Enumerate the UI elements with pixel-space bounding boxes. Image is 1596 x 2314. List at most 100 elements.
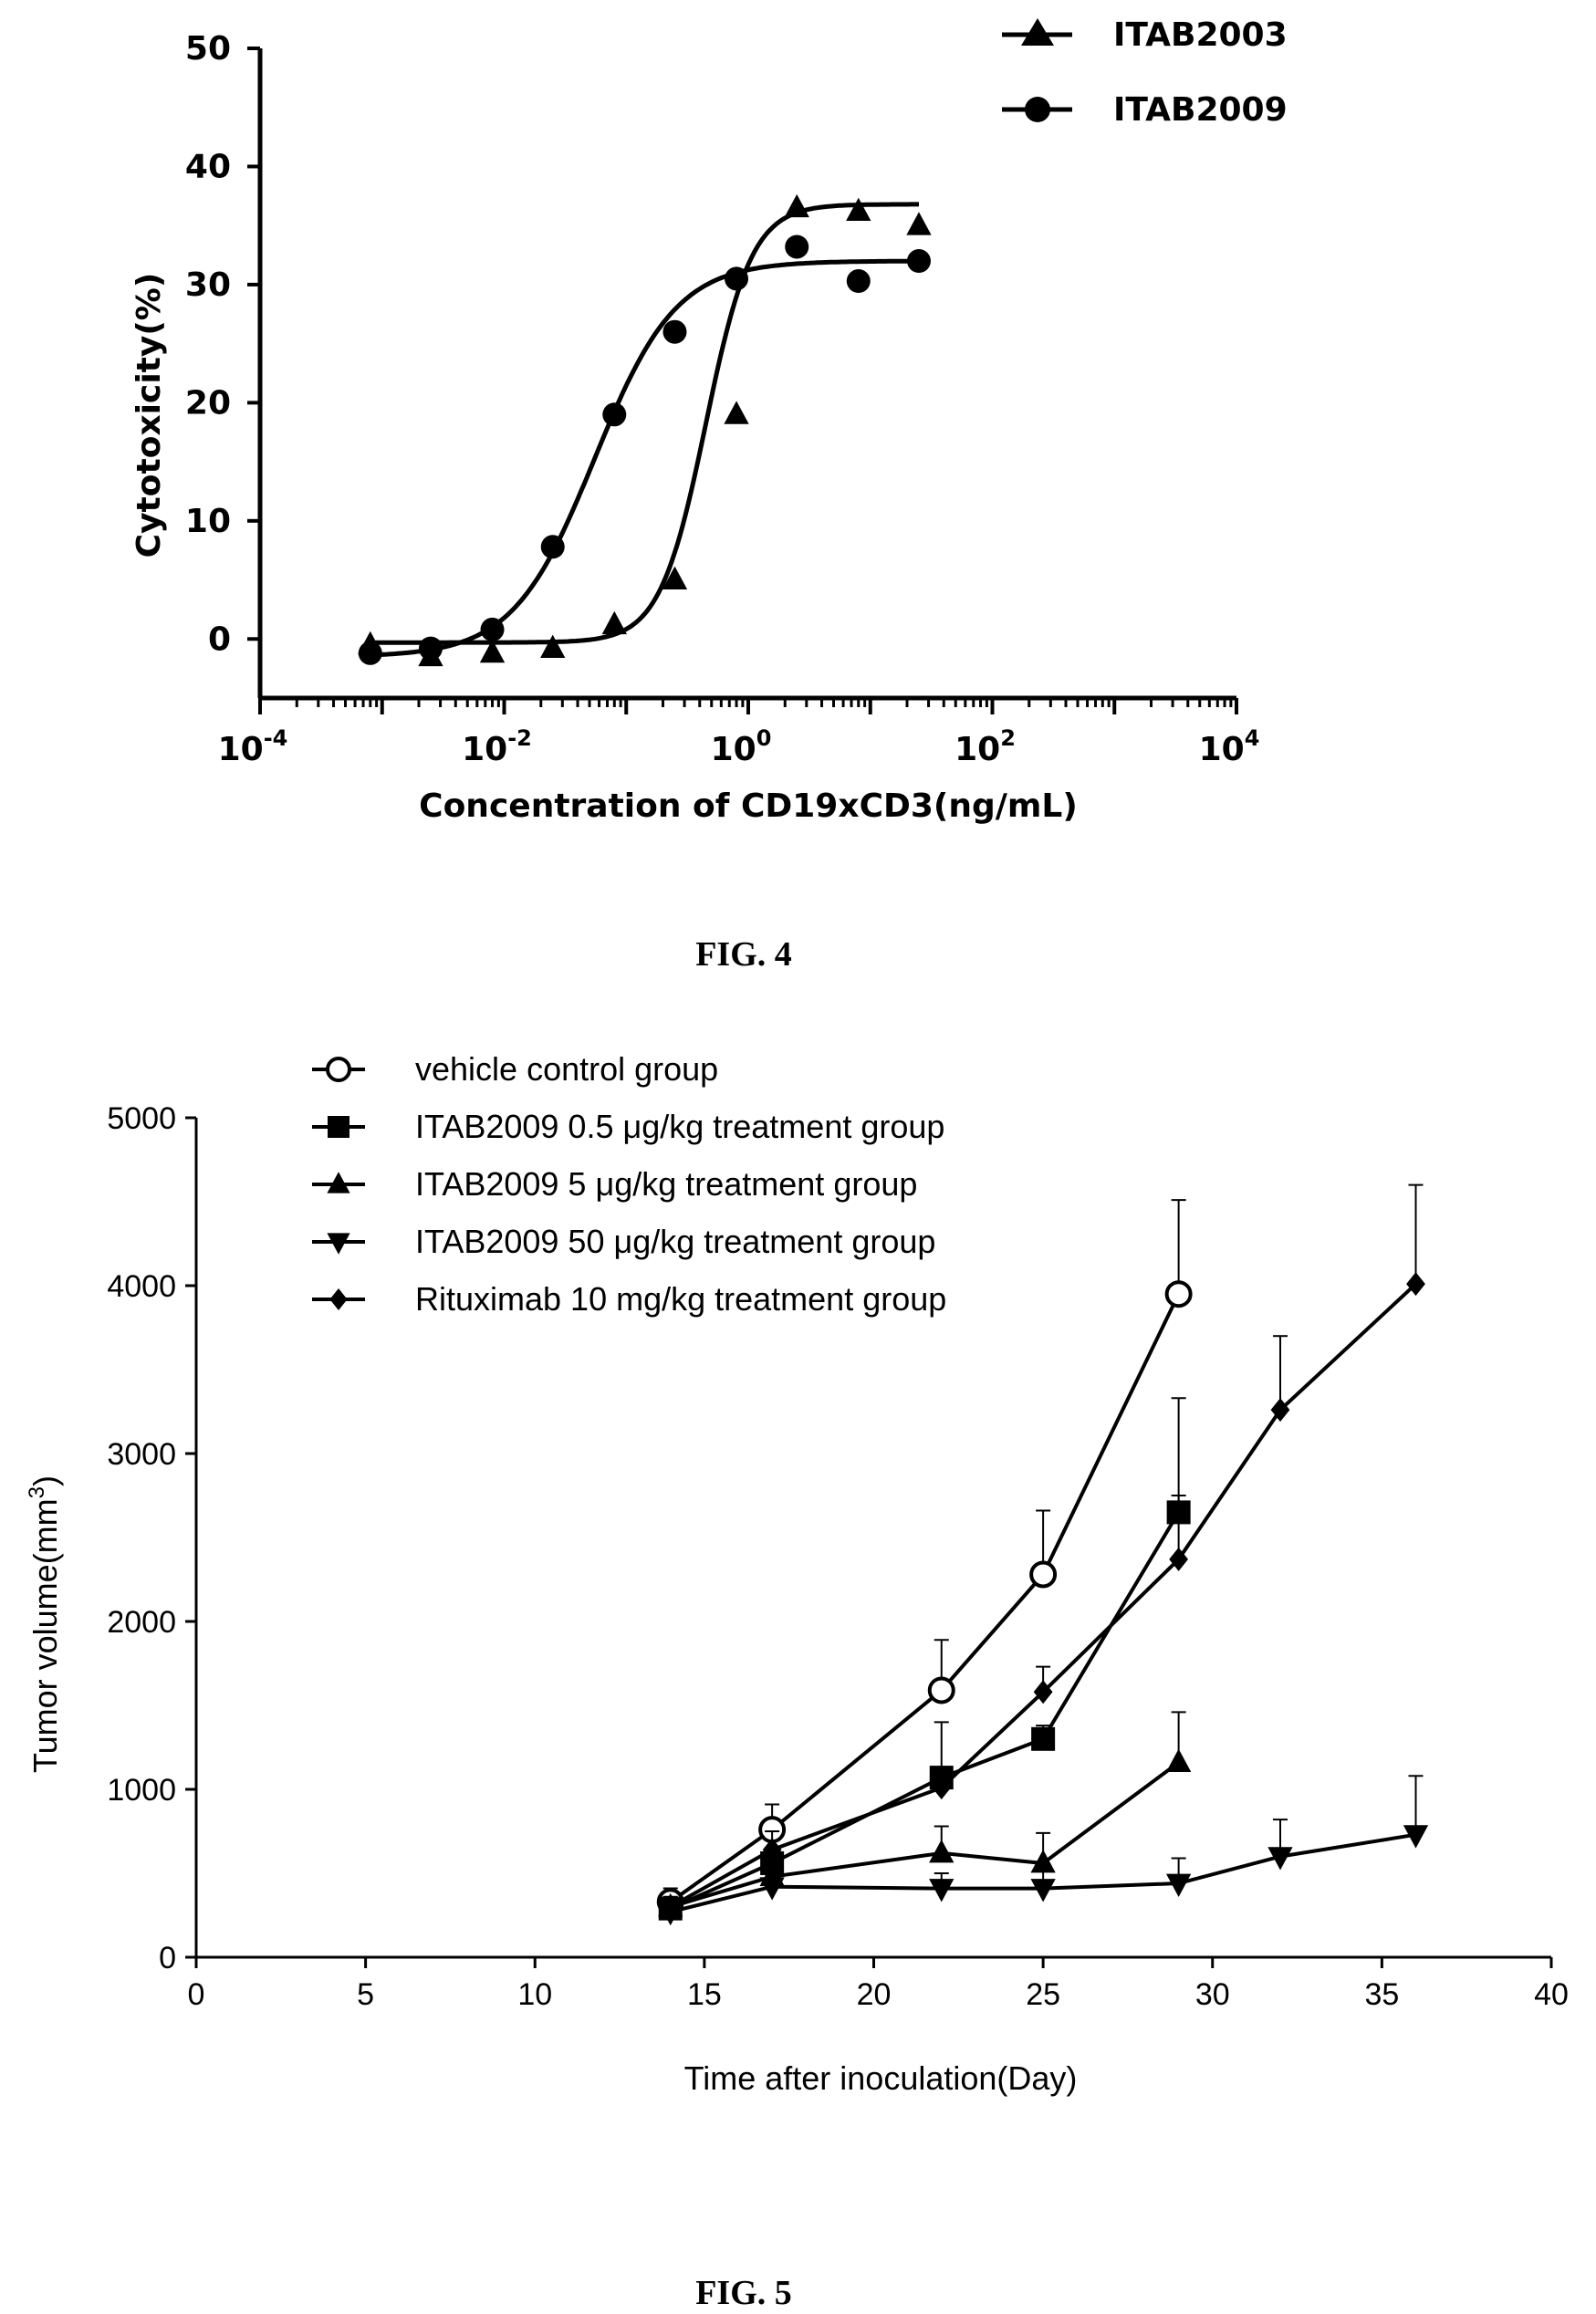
figure5-y-tick-label: 1000 xyxy=(107,1773,176,1808)
figure5-data-point xyxy=(1030,1879,1056,1902)
figure5-y-tick-label: 3000 xyxy=(107,1437,176,1472)
figure4-x-axis-label: Concentration of CD19xCD3(ng/mL) xyxy=(419,787,1078,825)
figure4-x-tick-exponent: 4 xyxy=(1245,725,1260,751)
figure5-legend-marker xyxy=(329,1288,348,1310)
figure4-x-tick-exponent: 0 xyxy=(756,725,772,751)
figure4-x-tick-label: 100 xyxy=(711,725,772,768)
figure5-legend-label: vehicle control group xyxy=(415,1050,718,1088)
figure4-point-itab2003 xyxy=(724,401,749,424)
figure5-series xyxy=(656,1183,1429,1926)
figure5-x-axis-label: Time after inoculation(Day) xyxy=(684,2059,1078,2097)
figure4-x-tick-exponent: -4 xyxy=(264,725,288,751)
figure4-point-itab2009 xyxy=(602,402,627,427)
figure4-x-tick-base: 10 xyxy=(711,731,756,768)
figure5-data-point xyxy=(1031,1726,1056,1751)
legend-circle-marker xyxy=(1025,97,1050,122)
figure5-data-point xyxy=(762,1838,782,1862)
figure5-y-tick-label: 4000 xyxy=(107,1269,176,1304)
figure5-x-tick-label: 10 xyxy=(517,1977,552,2012)
figure5-y-axis-label-superscript: 3 xyxy=(25,1486,49,1498)
figure4-y-tick-label: 50 xyxy=(185,30,231,68)
figure5-chart: 0 1000 2000 3000 4000 5000 0 5 10 15 20 25 30 35 40 Tu… xyxy=(25,1050,1569,2097)
figure4-point-itab2003 xyxy=(662,566,688,589)
figure5-y-tick-label: 5000 xyxy=(107,1101,176,1136)
figure4-x-tick-base: 10 xyxy=(954,731,1000,768)
figure4-point-itab2003 xyxy=(784,193,809,218)
figure5-legend-label: ITAB2009 0.5 μg/kg treatment group xyxy=(415,1108,944,1145)
figure5-x-tick-label: 0 xyxy=(188,1977,205,2012)
figure5-series-5 xyxy=(661,1183,1425,1919)
figure5-legend-label: Rituximab 10 mg/kg treatment group xyxy=(415,1280,946,1318)
figure4-point-itab2009 xyxy=(846,269,871,294)
figure5-data-point xyxy=(1270,1398,1290,1423)
figure4-data-points xyxy=(358,193,932,667)
figure5-data-point xyxy=(927,1676,955,1704)
figure4-x-tick-base: 10 xyxy=(462,731,507,768)
figure5-legend-label: ITAB2009 50 μg/kg treatment group xyxy=(415,1223,935,1260)
figure4-point-itab2009 xyxy=(480,617,505,641)
figure5-data-point xyxy=(1267,1847,1293,1871)
figure4-fit-curve-itab2009 xyxy=(370,258,919,658)
figure4-legend: ITAB2003 ITAB2009 xyxy=(1002,16,1288,129)
figure4-point-itab2009 xyxy=(418,636,443,661)
figure4-y-axis-label: Cytotoxicity(%) xyxy=(130,273,168,558)
figure4-point-itab2009 xyxy=(540,535,565,559)
figure5-data-point xyxy=(1029,1560,1058,1589)
figure5-series-line xyxy=(669,1282,1417,1909)
figure5-y-tick-label: 0 xyxy=(159,1941,176,1975)
figure5-data-point xyxy=(1165,1873,1192,1897)
figure5-ticks: 0 1000 2000 3000 4000 5000 0 5 10 15 20 25 30 35 40 xyxy=(107,1101,1569,2012)
figure5-data-point xyxy=(929,1839,954,1863)
figure4-point-itab2003 xyxy=(601,610,627,635)
figure5-x-tick-label: 40 xyxy=(1534,1977,1569,2012)
figure5-y-axis-label: Tumor volume(mm3) xyxy=(25,1475,64,1773)
figure4-y-tick-label: 20 xyxy=(185,384,231,422)
figure4-point-itab2009 xyxy=(785,235,809,259)
figure5-x-tick-label: 5 xyxy=(357,1977,374,2012)
figure5-y-tick-label: 2000 xyxy=(107,1605,176,1640)
figure4-y-tick-label: 10 xyxy=(185,503,231,540)
figure5-series-line xyxy=(669,1293,1181,1903)
figure5-series-1 xyxy=(656,1199,1193,1916)
figure4-x-tick-label: 10-2 xyxy=(462,725,532,768)
figure4-point-itab2009 xyxy=(725,266,749,291)
figure4-caption: FIG. 4 xyxy=(695,935,792,974)
figure4-x-tick-label: 10-4 xyxy=(218,725,288,768)
figure5-x-tick-label: 35 xyxy=(1364,1977,1399,2012)
figure5-data-point xyxy=(1403,1825,1429,1849)
figure4-point-itab2009 xyxy=(906,249,931,274)
figure4-point-itab2003 xyxy=(479,639,506,663)
figure5-x-tick-label: 20 xyxy=(857,1977,892,2012)
figure4-y-tick-label: 0 xyxy=(208,620,231,658)
figure5-legend-marker xyxy=(326,1057,351,1082)
figure4-x-tick-base: 10 xyxy=(1199,731,1245,768)
figure5-y-axis-label-main: Tumor volume(mm xyxy=(26,1498,64,1773)
figure4-fit-curves xyxy=(370,202,919,658)
figure4-fit-curve-itab2003 xyxy=(370,202,919,645)
figure5-x-tick-label: 30 xyxy=(1195,1977,1230,2012)
figure4-point-itab2003 xyxy=(846,197,871,222)
figure5-data-point xyxy=(1169,1547,1189,1571)
figure4-x-tick-label: 104 xyxy=(1199,725,1260,768)
figure5-data-point xyxy=(1165,1748,1192,1772)
figure5-legend-marker xyxy=(327,1233,350,1255)
figure5-data-point xyxy=(661,1894,681,1919)
figure5-series-2 xyxy=(658,1397,1191,1921)
figure4-y-tick-label: 40 xyxy=(185,148,231,185)
figure5-data-point xyxy=(932,1776,952,1800)
figure4-point-itab2003 xyxy=(540,634,566,659)
figure5-caption: FIG. 5 xyxy=(695,2274,792,2312)
figure5-legend: vehicle control group ITAB2009 0.5 μg/kg … xyxy=(312,1050,946,1318)
figure4-axes xyxy=(257,48,1236,701)
figure5-x-tick-label: 15 xyxy=(687,1977,722,2012)
figure5-data-point xyxy=(929,1879,954,1902)
figure5-x-tick-label: 25 xyxy=(1026,1977,1060,2012)
figure4-point-itab2009 xyxy=(662,319,687,344)
figure4-point-itab2003 xyxy=(906,212,932,235)
figure5-legend-marker xyxy=(328,1116,349,1138)
figure5-data-point xyxy=(1033,1680,1053,1704)
figure5-legend-label: ITAB2009 5 μg/kg treatment group xyxy=(415,1165,917,1203)
